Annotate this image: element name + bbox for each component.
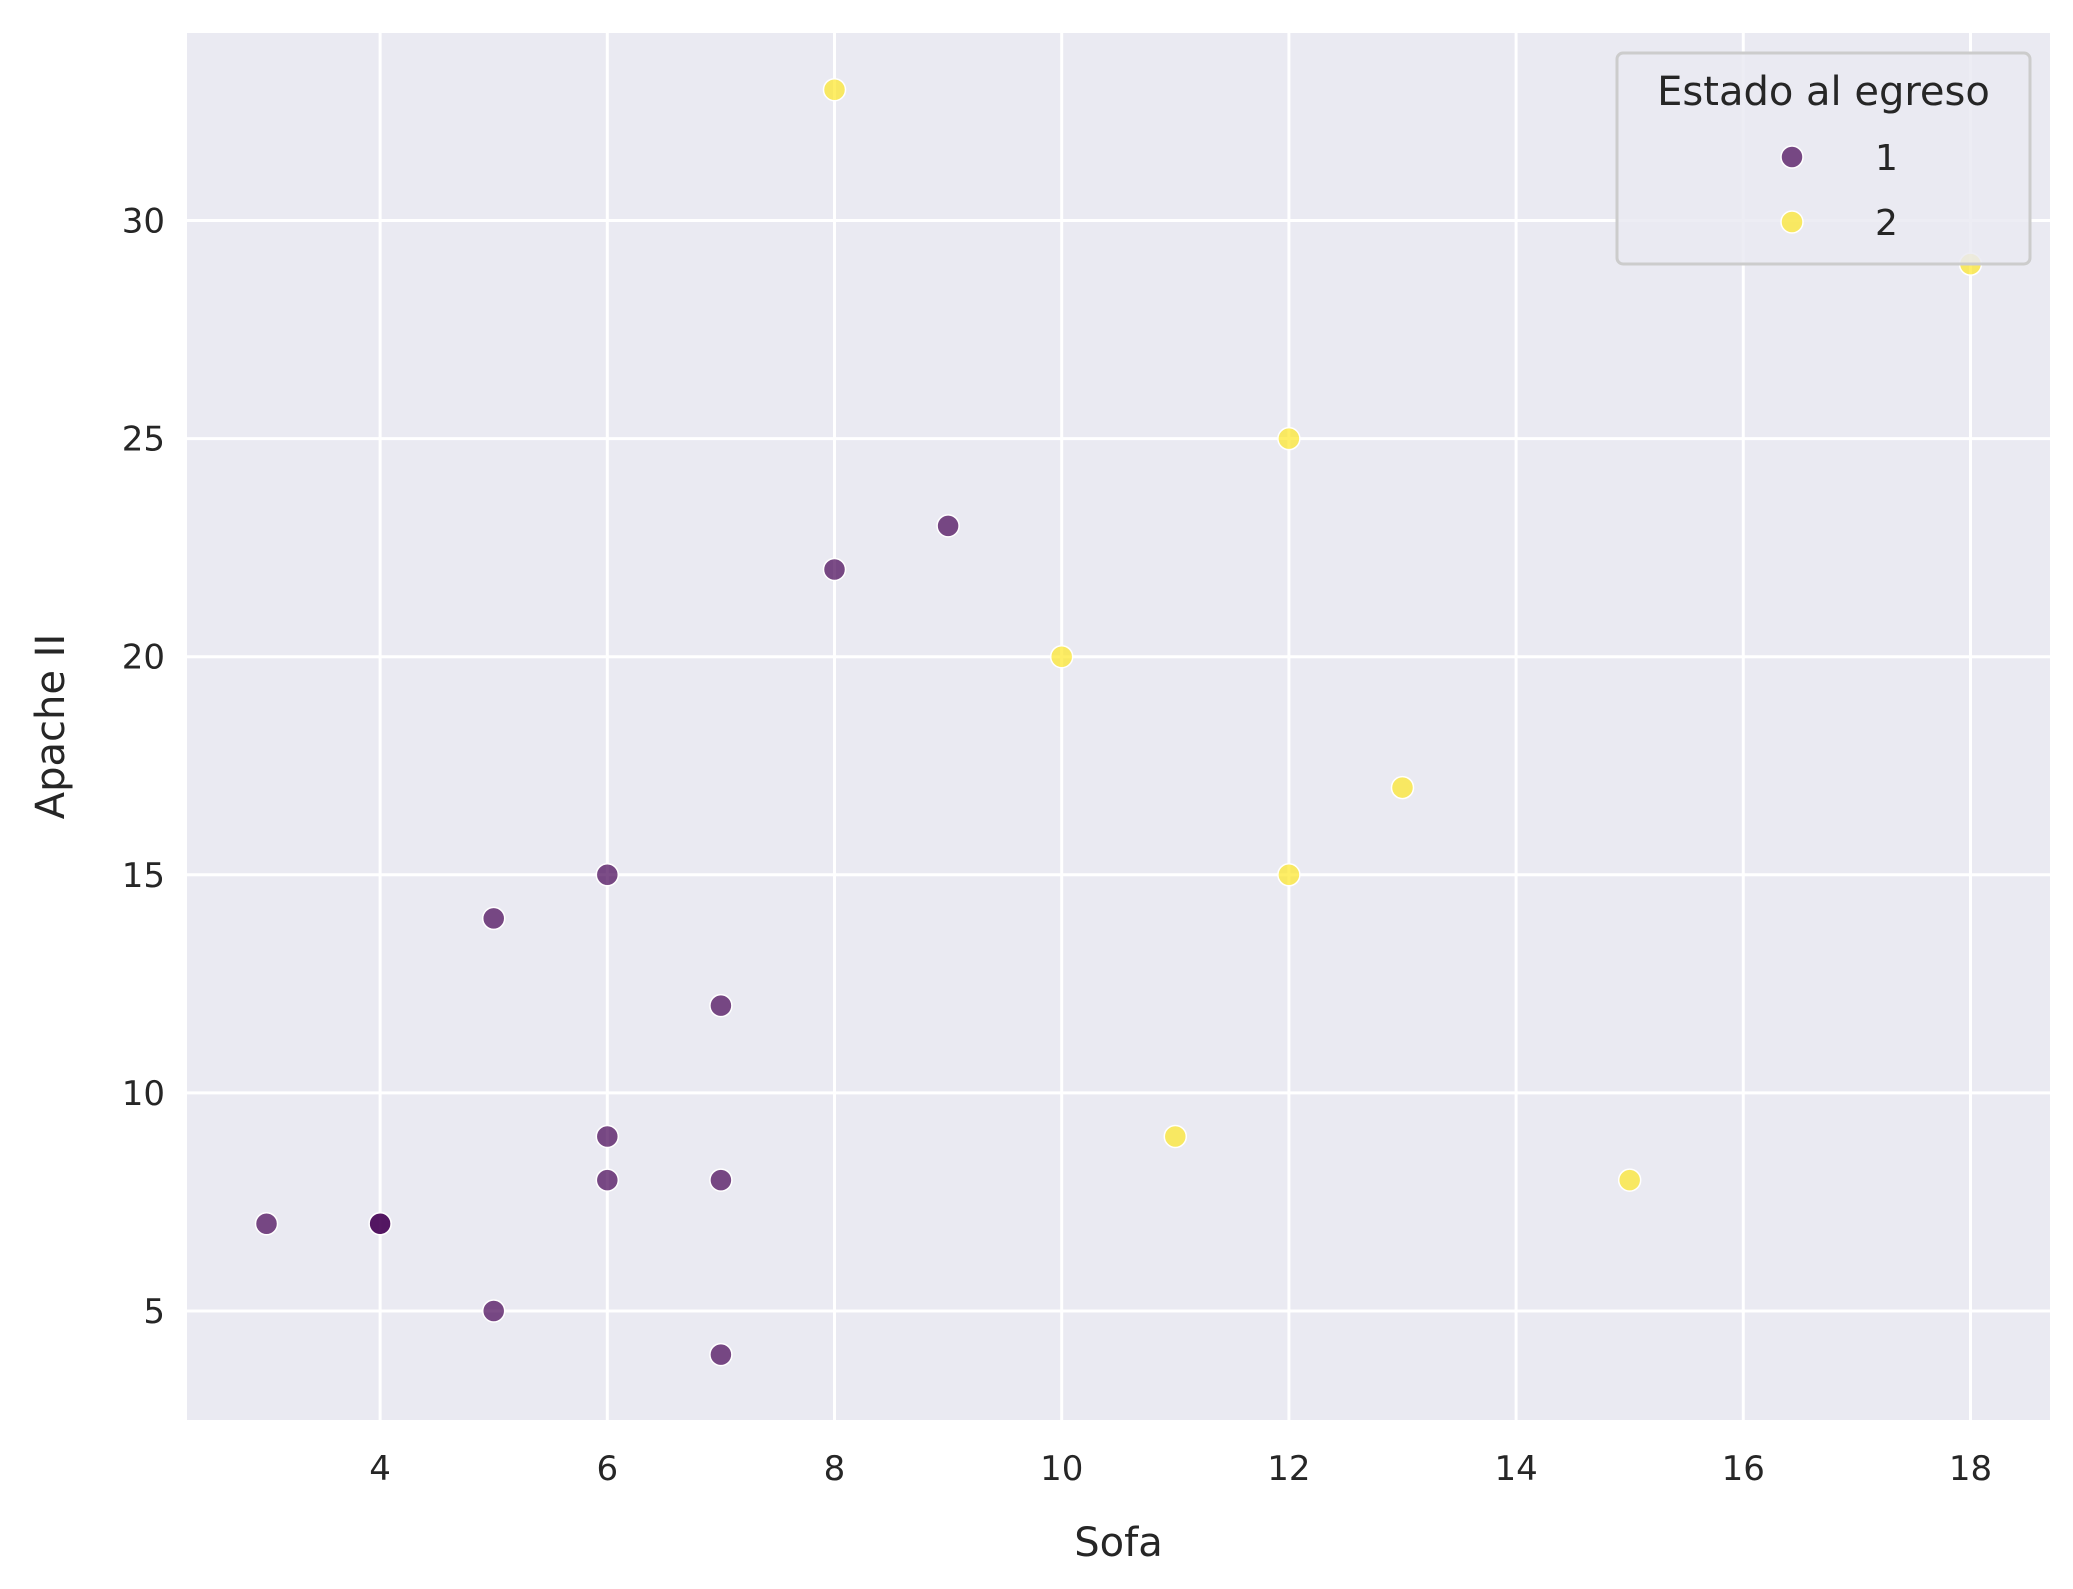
legend-title: Estado al egreso [1657, 69, 1990, 115]
x-tick-label: 8 [824, 1449, 846, 1489]
legend-label-2: 2 [1875, 203, 1898, 244]
x-tick-label: 16 [1722, 1449, 1765, 1489]
legend: Estado al egreso 12 [1615, 51, 2032, 266]
y-axis-title: Apache II [28, 634, 74, 820]
y-tick-labels: 5 10 15 20 25 30 [122, 202, 165, 1332]
x-tick-label: 14 [1494, 1449, 1537, 1489]
legend-box [1615, 51, 2032, 266]
x-tick-label: 6 [596, 1449, 618, 1489]
data-point-1 [709, 1342, 733, 1367]
data-point-1 [936, 514, 960, 538]
data-point-1 [481, 1299, 506, 1323]
data-points [254, 77, 1983, 1367]
x-tick-label: 10 [1040, 1449, 1083, 1489]
data-point-2 [1277, 426, 1301, 451]
legend-marker-1 [1780, 145, 1804, 169]
data-point-1 [595, 1168, 620, 1192]
legend-items: 12 [1780, 138, 1898, 244]
data-point-1 [368, 1211, 392, 1236]
y-tick-label: 10 [122, 1074, 165, 1114]
legend-marker-2 [1780, 210, 1804, 234]
x-tick-label: 18 [1949, 1449, 1992, 1489]
legend-label-1: 1 [1875, 138, 1898, 179]
x-tick-labels: 4 6 8 10 12 14 16 18 [369, 1449, 1992, 1489]
y-tick-label: 25 [122, 420, 165, 460]
data-point-1 [709, 993, 733, 1018]
data-point-2 [1049, 644, 1074, 669]
x-tick-label: 12 [1267, 1449, 1310, 1489]
data-point-2 [1390, 775, 1415, 800]
data-point-1 [822, 557, 847, 582]
y-tick-label: 20 [122, 638, 165, 678]
data-point-1 [481, 906, 506, 931]
data-point-2 [822, 77, 847, 102]
data-point-1 [254, 1211, 279, 1236]
data-point-1 [595, 863, 620, 887]
data-point-1 [595, 1124, 620, 1149]
data-point-2 [1277, 863, 1301, 887]
data-point-1 [709, 1168, 733, 1192]
data-point-2 [1163, 1124, 1188, 1149]
data-point-2 [1617, 1168, 1642, 1192]
x-tick-label: 4 [369, 1449, 391, 1489]
x-axis-title: Sofa [1074, 1520, 1162, 1566]
y-tick-label: 30 [122, 202, 165, 242]
y-tick-label: 15 [122, 856, 165, 896]
y-tick-label: 5 [143, 1292, 165, 1332]
